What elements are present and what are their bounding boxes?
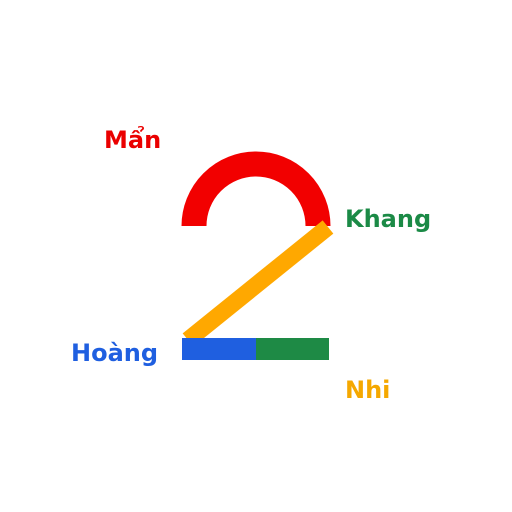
label-hoang: Hoàng: [71, 339, 159, 367]
label-khang: Khang: [345, 205, 432, 233]
label-nhi: Nhi: [345, 376, 391, 404]
label-man: Mẩn: [104, 126, 162, 154]
logo-arc-red: [181, 151, 331, 227]
logo-diagonal-orange: [182, 220, 334, 347]
logo-base-green: [256, 338, 329, 360]
logo-base-blue: [182, 338, 257, 360]
